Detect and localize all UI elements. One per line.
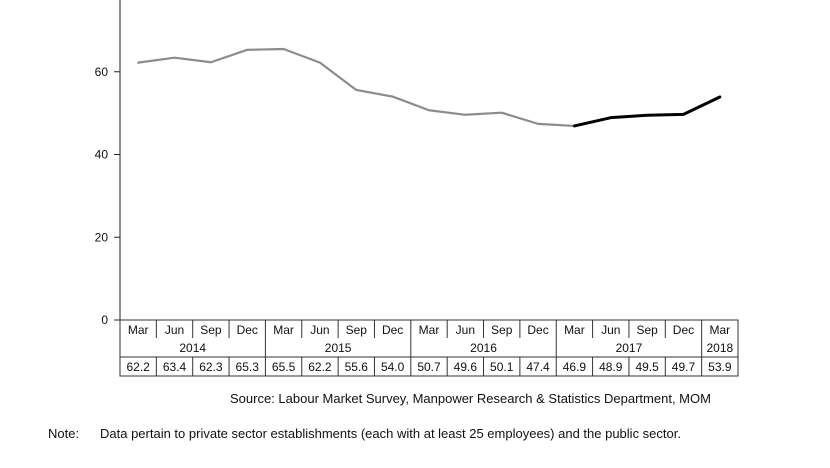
data-value-label: 50.1: [490, 360, 514, 374]
note-text: Data pertain to private sector establish…: [100, 426, 681, 441]
x-tick-label: Dec: [237, 323, 258, 337]
x-tick-label: Mar: [128, 323, 149, 337]
data-value-label: 65.3: [236, 360, 260, 374]
y-axis-ticks: 0 20 40 60: [95, 65, 120, 327]
y-tick-label: 40: [95, 148, 109, 162]
data-value-label: 49.5: [635, 360, 659, 374]
series-line-segment: [137, 47, 576, 128]
data-value-label: 55.6: [345, 360, 369, 374]
y-tick-label: 0: [101, 313, 108, 327]
y-tick-label: 60: [95, 65, 109, 79]
x-tick-label: Mar: [709, 323, 730, 337]
data-value-label: 47.4: [526, 360, 550, 374]
source-note: Source: Labour Market Survey, Manpower R…: [230, 391, 711, 406]
x-tick-label: Mar: [564, 323, 585, 337]
note-label: Note:: [48, 426, 80, 441]
data-value-label: 62.3: [199, 360, 223, 374]
data-value-label: 62.2: [308, 360, 332, 374]
x-tick-label: Mar: [419, 323, 440, 337]
data-table: Mar Jun Sep Dec Mar Jun Sep Dec Mar Jun Sep Dec Mar J…: [119, 319, 739, 377]
x-tick-label: Dec: [527, 323, 548, 337]
x-tick-label: Sep: [346, 323, 368, 337]
x-tick-label: Jun: [310, 323, 329, 337]
x-tick-label: Dec: [673, 323, 694, 337]
year-label: 2015: [325, 341, 352, 355]
data-value-label: 65.5: [272, 360, 296, 374]
data-value-label: 49.6: [454, 360, 478, 374]
data-value-label: 49.7: [672, 360, 696, 374]
data-series-line: [137, 47, 722, 128]
x-tick-label: Jun: [165, 323, 184, 337]
data-value-label: 63.4: [163, 360, 187, 374]
y-tick-label: 20: [95, 230, 109, 244]
series-line-segment: [572, 95, 722, 128]
year-label: 2017: [616, 341, 643, 355]
x-tick-label: Mar: [273, 323, 294, 337]
line-chart: 0 20 40 60 Mar Jun Sep Dec Mar Jun Sep Dec Mar Jun Se…: [95, 0, 739, 377]
x-tick-label: Jun: [601, 323, 620, 337]
year-label: 2018: [706, 341, 733, 355]
year-label: 2014: [179, 341, 206, 355]
x-tick-label: Dec: [382, 323, 403, 337]
data-value-label: 46.9: [563, 360, 587, 374]
data-value-label: 53.9: [708, 360, 732, 374]
data-value-label: 48.9: [599, 360, 623, 374]
x-tick-label: Sep: [200, 323, 222, 337]
data-value-label: 50.7: [417, 360, 441, 374]
data-value-label: 54.0: [381, 360, 405, 374]
data-value-label: 62.2: [126, 360, 150, 374]
x-tick-label: Jun: [456, 323, 475, 337]
x-tick-label: Sep: [636, 323, 658, 337]
year-label: 2016: [470, 341, 497, 355]
table-border: [119, 319, 739, 377]
x-tick-label: Sep: [491, 323, 513, 337]
